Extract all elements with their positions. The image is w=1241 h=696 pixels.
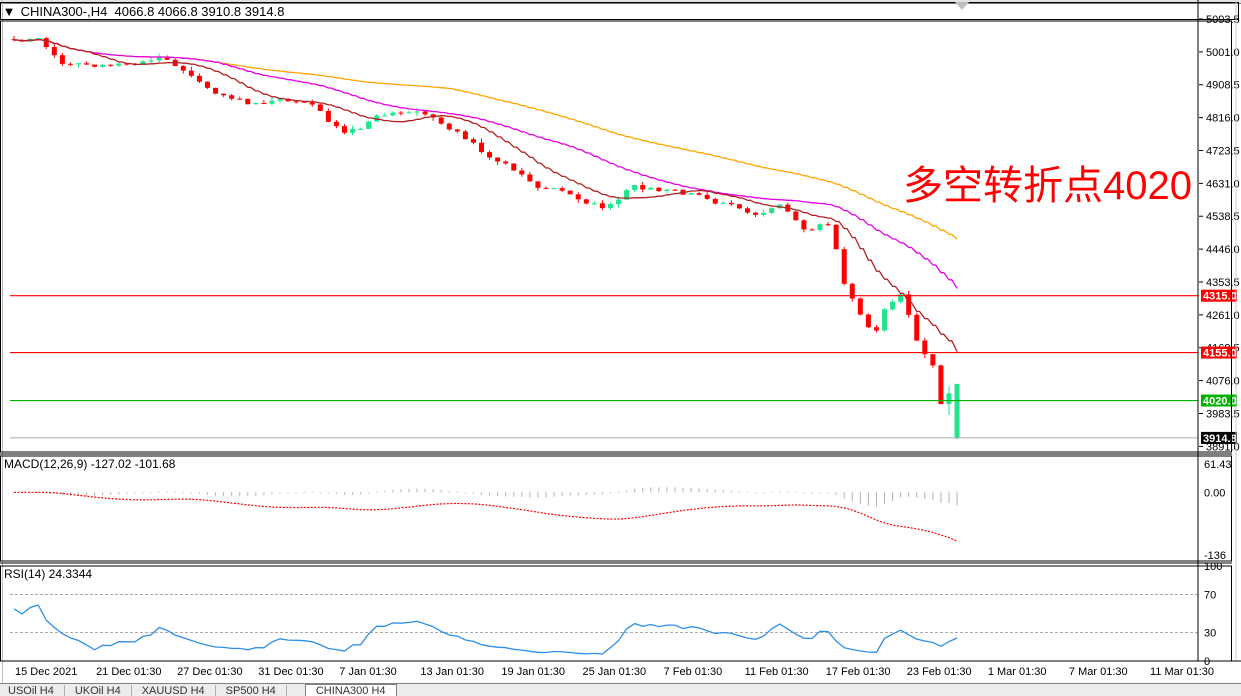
svg-text:4816.0: 4816.0 bbox=[1206, 113, 1240, 125]
svg-text:7 Feb 01:30: 7 Feb 01:30 bbox=[664, 666, 723, 678]
svg-text:70: 70 bbox=[1204, 590, 1216, 602]
svg-text:7 Jan 01:30: 7 Jan 01:30 bbox=[339, 666, 397, 678]
svg-text:61.43: 61.43 bbox=[1204, 459, 1232, 471]
svg-text:MACD(12,26,9) -127.02 -101.68: MACD(12,26,9) -127.02 -101.68 bbox=[4, 457, 176, 471]
svg-text:1 Mar 01:30: 1 Mar 01:30 bbox=[988, 666, 1047, 678]
svg-text:17 Feb 01:30: 17 Feb 01:30 bbox=[826, 666, 891, 678]
svg-text:0.00: 0.00 bbox=[1204, 487, 1225, 499]
svg-text:多空转折点4020: 多空转折点4020 bbox=[903, 164, 1192, 208]
svg-text:4631.0: 4631.0 bbox=[1206, 178, 1240, 190]
svg-text:11 Mar 01:30: 11 Mar 01:30 bbox=[1150, 666, 1214, 678]
svg-text:23 Feb 01:30: 23 Feb 01:30 bbox=[907, 666, 972, 678]
svg-text:11 Feb 01:30: 11 Feb 01:30 bbox=[745, 666, 809, 678]
svg-text:4723.5: 4723.5 bbox=[1206, 145, 1240, 157]
svg-text:15 Dec 2021: 15 Dec 2021 bbox=[15, 666, 77, 678]
svg-text:4538.5: 4538.5 bbox=[1206, 211, 1240, 223]
svg-text:7 Mar 01:30: 7 Mar 01:30 bbox=[1069, 666, 1128, 678]
svg-text:27 Dec 01:30: 27 Dec 01:30 bbox=[177, 666, 242, 678]
svg-text:5093.5: 5093.5 bbox=[1206, 14, 1240, 26]
svg-text:13 Jan 01:30: 13 Jan 01:30 bbox=[420, 666, 484, 678]
svg-text:4353.5: 4353.5 bbox=[1206, 277, 1240, 289]
svg-text:3983.5: 3983.5 bbox=[1206, 408, 1240, 420]
svg-text:4261.0: 4261.0 bbox=[1206, 310, 1240, 322]
svg-text:30: 30 bbox=[1204, 628, 1216, 640]
svg-text:4446.0: 4446.0 bbox=[1206, 244, 1240, 256]
svg-text:4076.0: 4076.0 bbox=[1206, 376, 1240, 388]
svg-text:RSI(14) 24.3344: RSI(14) 24.3344 bbox=[4, 567, 92, 581]
svg-text:4908.5: 4908.5 bbox=[1206, 80, 1240, 92]
svg-text:21 Dec 01:30: 21 Dec 01:30 bbox=[96, 666, 161, 678]
svg-text:31 Dec 01:30: 31 Dec 01:30 bbox=[258, 666, 323, 678]
svg-text:25 Jan 01:30: 25 Jan 01:30 bbox=[583, 666, 647, 678]
svg-text:5001.0: 5001.0 bbox=[1206, 47, 1240, 59]
svg-text:19 Jan 01:30: 19 Jan 01:30 bbox=[501, 666, 565, 678]
